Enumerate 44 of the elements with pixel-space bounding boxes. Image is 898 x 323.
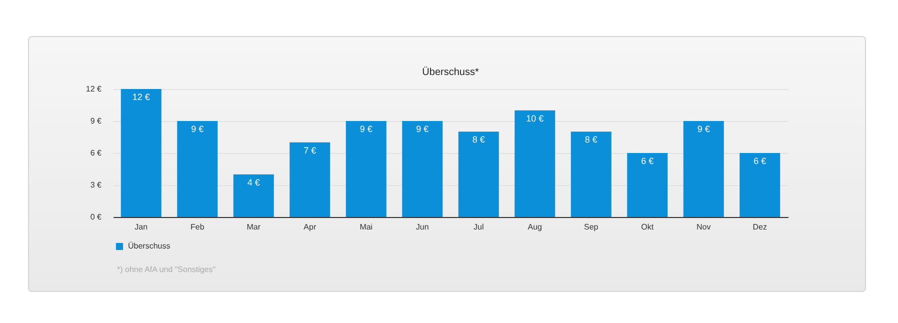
- bar: [290, 142, 330, 217]
- x-tick-label: Feb: [190, 222, 205, 232]
- data-label: 12 €: [132, 92, 150, 102]
- data-label: 7 €: [304, 145, 316, 156]
- data-label: 8 €: [472, 134, 485, 145]
- chart-title: Überschuss*: [422, 66, 479, 78]
- data-label: 8 €: [584, 134, 598, 145]
- x-tick-label: Okt: [641, 222, 654, 232]
- data-label: 10 €: [526, 113, 544, 124]
- data-label: 6 €: [754, 156, 766, 166]
- bar: [458, 132, 499, 217]
- data-label: 9 €: [416, 124, 429, 134]
- bar: [177, 121, 218, 217]
- x-tick-label: Jun: [416, 222, 429, 232]
- x-tick-label: Nov: [696, 222, 711, 232]
- text: *) ohne AfA und "Sonstiges": [117, 265, 216, 274]
- data-label: 6 €: [641, 156, 654, 166]
- legend-label: Überschuss: [128, 242, 170, 250]
- bar: [402, 121, 443, 217]
- x-tick-label: Mar: [246, 222, 261, 232]
- x-tick-label: Mai: [360, 222, 373, 232]
- bar: [233, 174, 274, 217]
- y-tick-label: 3 €: [90, 180, 102, 190]
- bar: [570, 132, 612, 217]
- data-label: 9 €: [191, 124, 204, 134]
- data-label: 9 €: [697, 124, 710, 134]
- y-tick-label: 0 €: [90, 212, 102, 222]
- data-label: 9 €: [360, 124, 372, 134]
- bar: [683, 121, 724, 217]
- x-tick-label: Sep: [584, 222, 599, 232]
- bar: [120, 89, 162, 217]
- x-tick-label: Jul: [474, 222, 484, 232]
- x-tick-label: Apr: [304, 222, 316, 232]
- y-tick-label: 12 €: [86, 84, 102, 94]
- y-tick-label: 6 €: [90, 148, 102, 158]
- bar: [627, 153, 668, 217]
- bar: [740, 153, 780, 217]
- bar: [346, 121, 386, 217]
- bar: [514, 110, 556, 217]
- y-tick-label: 9 €: [90, 116, 102, 126]
- x-tick-label: Aug: [528, 222, 542, 232]
- x-tick-label: Dez: [752, 222, 767, 232]
- x-tick-label: Jan: [134, 222, 148, 232]
- data-label: 4 €: [247, 177, 260, 188]
